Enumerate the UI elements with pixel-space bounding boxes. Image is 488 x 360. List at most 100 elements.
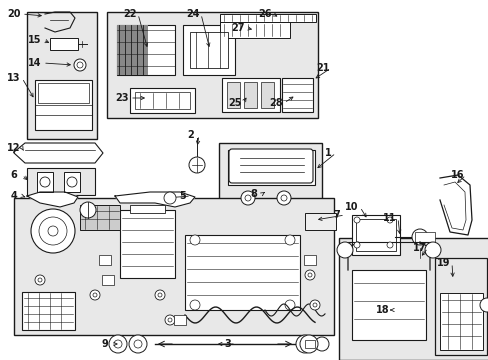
Circle shape <box>353 242 359 248</box>
Text: 2: 2 <box>187 130 194 140</box>
Circle shape <box>301 340 308 348</box>
Bar <box>50 38 78 50</box>
Bar <box>130 88 195 113</box>
Circle shape <box>168 318 172 322</box>
Text: 17: 17 <box>412 243 426 253</box>
Bar <box>219 143 321 212</box>
Circle shape <box>158 293 162 297</box>
Text: 18: 18 <box>375 305 389 315</box>
Bar <box>184 235 299 310</box>
Bar <box>222 78 280 112</box>
Circle shape <box>424 242 440 258</box>
Circle shape <box>295 335 313 353</box>
Text: 11: 11 <box>383 213 396 223</box>
Text: 28: 28 <box>268 98 282 108</box>
Bar <box>99 255 111 265</box>
Bar <box>80 205 120 230</box>
Bar <box>183 25 235 75</box>
Bar <box>107 12 317 118</box>
Text: 21: 21 <box>316 63 329 73</box>
Bar <box>117 25 148 75</box>
Bar <box>304 255 315 265</box>
Bar <box>37 172 53 192</box>
Circle shape <box>285 235 294 245</box>
Bar <box>120 210 175 278</box>
Bar <box>351 215 399 255</box>
Circle shape <box>114 340 122 348</box>
Circle shape <box>190 235 200 245</box>
Bar <box>117 25 175 75</box>
Text: 13: 13 <box>7 73 20 83</box>
Circle shape <box>163 192 176 204</box>
Circle shape <box>134 340 142 348</box>
Bar <box>27 168 95 195</box>
Bar <box>14 198 333 335</box>
Text: 14: 14 <box>28 58 41 68</box>
Bar <box>102 275 114 285</box>
Text: 24: 24 <box>186 9 199 19</box>
Bar <box>64 172 80 192</box>
Circle shape <box>353 217 359 223</box>
FancyBboxPatch shape <box>228 149 312 183</box>
Circle shape <box>164 315 175 325</box>
Bar <box>227 150 314 185</box>
Text: 9: 9 <box>102 339 108 349</box>
Circle shape <box>309 300 319 310</box>
Bar <box>282 78 312 112</box>
Circle shape <box>93 293 97 297</box>
Bar <box>355 219 395 251</box>
Circle shape <box>479 298 488 312</box>
Text: 12: 12 <box>7 143 20 153</box>
Text: 7: 7 <box>333 210 340 220</box>
Bar <box>35 80 92 130</box>
Circle shape <box>241 191 254 205</box>
Circle shape <box>35 275 45 285</box>
Circle shape <box>299 335 317 353</box>
Bar <box>351 270 425 340</box>
Text: 19: 19 <box>436 258 450 268</box>
Text: 27: 27 <box>231 23 244 33</box>
Bar <box>174 315 185 325</box>
Text: 25: 25 <box>228 98 241 108</box>
Bar <box>434 258 486 355</box>
Text: 10: 10 <box>345 202 358 212</box>
Circle shape <box>77 62 83 68</box>
Circle shape <box>336 242 352 258</box>
Circle shape <box>190 300 200 310</box>
Text: 4: 4 <box>11 191 18 201</box>
Bar <box>439 293 482 350</box>
Circle shape <box>411 229 427 245</box>
Circle shape <box>48 226 58 236</box>
Circle shape <box>305 270 314 280</box>
Bar <box>135 92 190 109</box>
Text: 8: 8 <box>250 189 257 199</box>
Text: 1: 1 <box>324 148 331 158</box>
Polygon shape <box>115 192 195 207</box>
Circle shape <box>40 177 50 187</box>
Circle shape <box>74 59 86 71</box>
Bar <box>22 292 75 330</box>
Circle shape <box>244 195 250 201</box>
Bar <box>305 340 314 348</box>
Polygon shape <box>439 175 471 235</box>
Polygon shape <box>14 143 103 163</box>
Circle shape <box>386 242 392 248</box>
Bar <box>27 12 97 139</box>
Circle shape <box>312 303 316 307</box>
Circle shape <box>189 157 204 173</box>
Bar <box>220 22 289 38</box>
Text: 16: 16 <box>450 170 464 180</box>
Circle shape <box>155 290 164 300</box>
Circle shape <box>109 335 127 353</box>
Text: 3: 3 <box>224 339 231 349</box>
Text: 20: 20 <box>7 9 20 19</box>
Bar <box>220 14 315 22</box>
Circle shape <box>39 217 67 245</box>
Circle shape <box>31 209 75 253</box>
Text: 23: 23 <box>115 93 128 103</box>
Text: 6: 6 <box>11 170 18 180</box>
Text: 22: 22 <box>123 9 137 19</box>
Bar <box>261 82 273 108</box>
Circle shape <box>129 335 147 353</box>
Bar <box>130 205 164 213</box>
